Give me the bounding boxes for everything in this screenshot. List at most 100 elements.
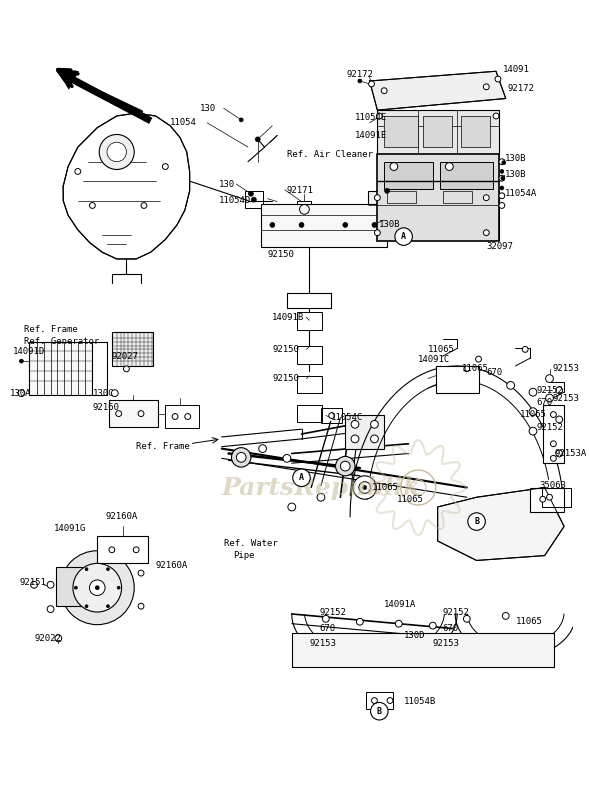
Circle shape <box>111 390 118 396</box>
Circle shape <box>60 551 134 625</box>
Circle shape <box>429 622 436 629</box>
Text: 11054B: 11054B <box>403 697 436 706</box>
Circle shape <box>551 441 557 447</box>
Text: 92152: 92152 <box>319 607 346 617</box>
Text: PartsRepublik: PartsRepublik <box>221 475 421 499</box>
Text: 92152: 92152 <box>537 423 564 431</box>
Bar <box>29 342 92 396</box>
Text: 130: 130 <box>219 180 235 189</box>
Text: Ref. Frame: Ref. Frame <box>136 442 190 451</box>
Circle shape <box>255 137 260 141</box>
Text: 670: 670 <box>319 624 335 633</box>
Circle shape <box>90 580 105 595</box>
Circle shape <box>547 495 552 500</box>
Circle shape <box>500 186 504 190</box>
Bar <box>112 332 153 366</box>
Circle shape <box>138 411 144 416</box>
Circle shape <box>18 390 25 396</box>
Circle shape <box>502 613 509 619</box>
Text: 92153: 92153 <box>552 394 580 403</box>
Bar <box>297 347 322 364</box>
Text: 92151: 92151 <box>19 578 47 587</box>
Text: A: A <box>401 232 406 241</box>
Text: 130B: 130B <box>379 221 401 229</box>
Circle shape <box>47 582 54 588</box>
Circle shape <box>329 412 335 419</box>
Circle shape <box>31 582 38 588</box>
Bar <box>384 161 433 189</box>
Text: 92153: 92153 <box>552 364 580 373</box>
Text: 11054: 11054 <box>170 118 197 127</box>
Circle shape <box>336 456 355 476</box>
Bar <box>530 487 564 512</box>
Circle shape <box>551 411 557 418</box>
Circle shape <box>395 228 412 245</box>
Circle shape <box>529 407 537 415</box>
Bar <box>297 405 322 423</box>
Bar <box>297 201 311 218</box>
Circle shape <box>551 455 557 461</box>
Bar <box>384 116 418 147</box>
Circle shape <box>359 482 370 493</box>
Text: 11065: 11065 <box>515 618 542 626</box>
Circle shape <box>529 388 537 396</box>
Circle shape <box>47 606 54 613</box>
Polygon shape <box>63 113 190 259</box>
Circle shape <box>343 222 348 228</box>
Polygon shape <box>369 71 506 110</box>
Circle shape <box>529 427 537 435</box>
Circle shape <box>370 702 388 720</box>
Text: 92027: 92027 <box>112 352 139 360</box>
Circle shape <box>163 164 168 169</box>
Text: 11054A: 11054A <box>505 189 537 198</box>
Circle shape <box>395 620 402 627</box>
Bar <box>166 405 200 428</box>
Circle shape <box>499 193 505 199</box>
Circle shape <box>522 347 528 352</box>
Text: 92022: 92022 <box>34 634 61 642</box>
Text: Ref. Water: Ref. Water <box>224 539 277 548</box>
Text: Ref. Frame: Ref. Frame <box>24 325 78 335</box>
Circle shape <box>493 113 499 119</box>
Bar <box>378 154 499 241</box>
Circle shape <box>252 197 256 202</box>
Bar <box>97 536 148 563</box>
Circle shape <box>351 435 359 443</box>
Text: 92153: 92153 <box>309 638 336 648</box>
Circle shape <box>372 222 377 228</box>
Circle shape <box>358 79 362 83</box>
Bar <box>261 204 387 247</box>
Text: 11065: 11065 <box>397 495 423 503</box>
Circle shape <box>138 570 144 576</box>
Circle shape <box>90 203 95 209</box>
Circle shape <box>317 493 325 501</box>
Circle shape <box>556 450 562 457</box>
Circle shape <box>75 169 81 174</box>
Circle shape <box>484 230 489 236</box>
Text: 92171: 92171 <box>287 186 314 196</box>
Circle shape <box>73 563 121 612</box>
Circle shape <box>381 88 387 93</box>
Text: 130C: 130C <box>92 388 114 398</box>
Text: B: B <box>377 706 382 716</box>
Circle shape <box>239 118 243 121</box>
Circle shape <box>445 163 453 170</box>
Bar <box>245 191 263 209</box>
Text: 11065: 11065 <box>372 483 398 492</box>
Circle shape <box>299 222 304 228</box>
Bar <box>292 634 554 667</box>
Circle shape <box>385 189 389 193</box>
Text: 130: 130 <box>200 104 216 113</box>
Text: 11054E: 11054E <box>355 113 387 122</box>
FancyArrow shape <box>58 71 153 124</box>
Circle shape <box>540 496 545 502</box>
Bar <box>542 487 571 507</box>
Text: 92160A: 92160A <box>155 561 188 570</box>
Text: 92172: 92172 <box>508 84 535 93</box>
Text: 92172: 92172 <box>346 70 373 78</box>
Circle shape <box>501 177 505 181</box>
Circle shape <box>499 203 505 209</box>
Circle shape <box>390 163 398 170</box>
Bar <box>368 191 499 240</box>
Text: 32097: 32097 <box>487 242 513 251</box>
